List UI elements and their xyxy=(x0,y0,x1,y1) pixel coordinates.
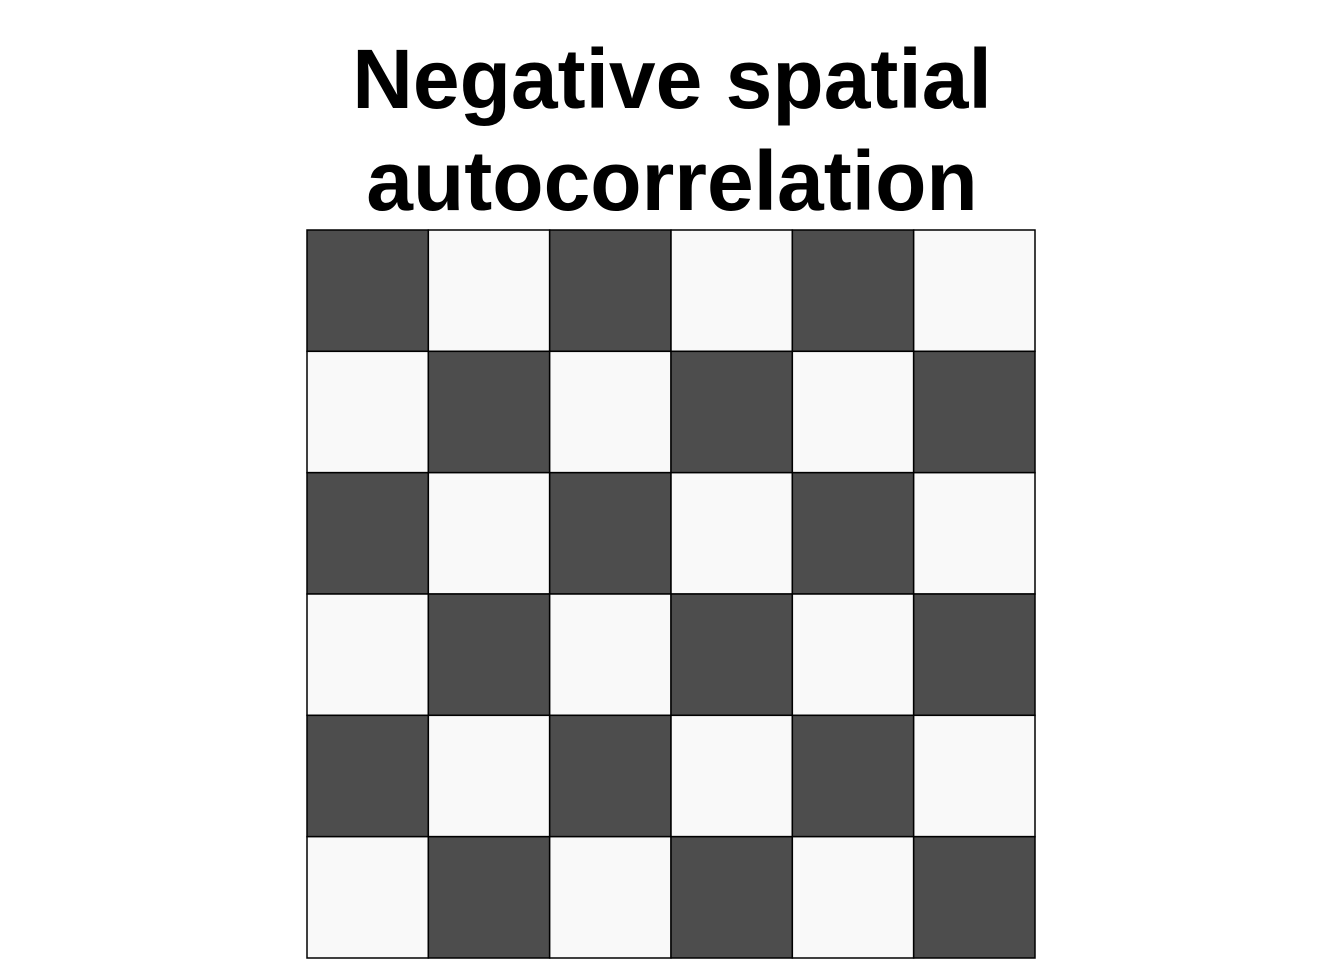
title-line-1: Negative spatial xyxy=(352,32,992,126)
grid-cell-r1-c3 xyxy=(548,229,672,353)
grid-cell-r5-c4 xyxy=(670,714,794,838)
checkerboard-svg xyxy=(306,229,1036,959)
grid-cell-r6-c5 xyxy=(791,835,915,959)
grid-cell-r3-c2 xyxy=(427,471,551,595)
grid-cell-r1-c5 xyxy=(791,229,915,353)
grid-cell-r4-c3 xyxy=(548,593,672,717)
grid-cell-r3-c1 xyxy=(306,471,430,595)
grid-cell-r2-c1 xyxy=(306,350,430,474)
grid-cell-r5-c6 xyxy=(912,714,1036,838)
grid-cell-r6-c1 xyxy=(306,835,430,959)
grid-cell-r3-c5 xyxy=(791,471,915,595)
grid-cell-r5-c2 xyxy=(427,714,551,838)
grid-cell-r2-c3 xyxy=(548,350,672,474)
grid-cell-r1-c6 xyxy=(912,229,1036,353)
grid-cell-r4-c6 xyxy=(912,593,1036,717)
grid-cell-r1-c1 xyxy=(306,229,430,353)
grid-cell-r3-c4 xyxy=(670,471,794,595)
grid-cell-r5-c3 xyxy=(548,714,672,838)
diagram-title: Negative spatial autocorrelation xyxy=(0,28,1344,232)
grid-cell-r1-c2 xyxy=(427,229,551,353)
grid-cell-r5-c5 xyxy=(791,714,915,838)
grid-cell-r2-c4 xyxy=(670,350,794,474)
grid-cell-r6-c2 xyxy=(427,835,551,959)
grid-cell-r6-c4 xyxy=(670,835,794,959)
grid-cell-r4-c1 xyxy=(306,593,430,717)
grid-cell-r3-c3 xyxy=(548,471,672,595)
grid-cell-r2-c6 xyxy=(912,350,1036,474)
grid-cell-r4-c4 xyxy=(670,593,794,717)
grid-cell-r5-c1 xyxy=(306,714,430,838)
grid-cell-r4-c2 xyxy=(427,593,551,717)
checkerboard-grid xyxy=(306,229,1036,959)
grid-cell-r4-c5 xyxy=(791,593,915,717)
grid-cell-r2-c2 xyxy=(427,350,551,474)
grid-cell-r3-c6 xyxy=(912,471,1036,595)
grid-cell-r6-c3 xyxy=(548,835,672,959)
grid-cell-r1-c4 xyxy=(670,229,794,353)
title-line-2: autocorrelation xyxy=(366,134,978,228)
grid-cell-r6-c6 xyxy=(912,835,1036,959)
grid-cell-r2-c5 xyxy=(791,350,915,474)
